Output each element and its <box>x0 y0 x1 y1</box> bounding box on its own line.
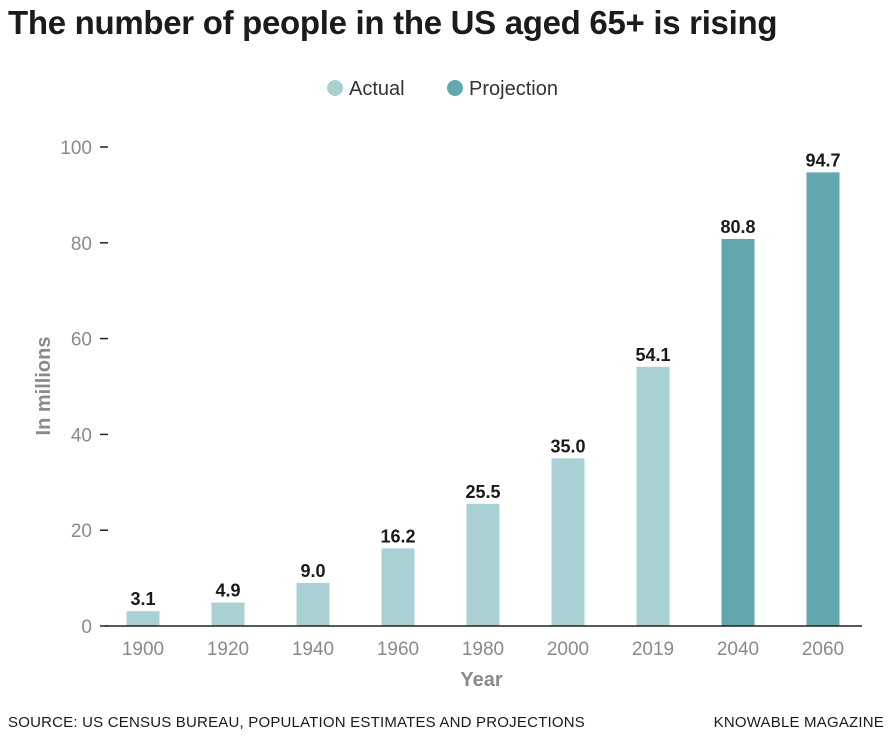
x-tick-label-2040: 2040 <box>717 639 759 660</box>
bar-1920 <box>211 602 245 626</box>
bar-value-label-2040: 80.8 <box>720 217 755 237</box>
legend-label-projection: Projection <box>469 78 558 100</box>
bar-value-label-1980: 25.5 <box>465 482 500 502</box>
bar-value-label-2019: 54.1 <box>635 345 670 365</box>
x-tick-label-2060: 2060 <box>802 639 844 660</box>
x-tick-label-1940: 1940 <box>292 639 334 660</box>
bar-value-label-2060: 94.7 <box>805 150 840 170</box>
bar-2019 <box>636 366 670 626</box>
y-tick-label: 100 <box>60 138 92 159</box>
x-tick-label-1900: 1900 <box>122 639 164 660</box>
bar-value-label-2000: 35.0 <box>550 436 585 456</box>
bar-1900 <box>126 611 160 626</box>
source-note: SOURCE: US CENSUS BUREAU, POPULATION EST… <box>8 714 585 731</box>
bar-1940 <box>296 582 330 626</box>
publisher-credit: KNOWABLE MAGAZINE <box>713 714 884 731</box>
y-axis-title: In millions <box>33 337 55 436</box>
legend-swatch-actual <box>327 80 343 96</box>
bar-value-label-1960: 16.2 <box>380 526 415 546</box>
x-tick-label-2019: 2019 <box>632 639 674 660</box>
y-tick-label: 0 <box>81 617 92 638</box>
x-axis-title: Year <box>460 669 502 691</box>
bar-1980 <box>466 503 500 626</box>
x-tick-label-2000: 2000 <box>547 639 589 660</box>
y-tick-label: 80 <box>71 234 92 255</box>
y-tick-label: 60 <box>71 330 92 351</box>
bar-2040 <box>721 238 755 626</box>
bar-value-label-1900: 3.1 <box>130 589 155 609</box>
bar-value-label-1940: 9.0 <box>300 561 325 581</box>
y-tick-label: 20 <box>71 521 92 542</box>
x-tick-label-1920: 1920 <box>207 639 249 660</box>
x-tick-label-1980: 1980 <box>462 639 504 660</box>
x-tick-label-1960: 1960 <box>377 639 419 660</box>
bar-2060 <box>806 172 840 626</box>
bar-2000 <box>551 458 585 626</box>
y-tick-label: 40 <box>71 425 92 446</box>
legend-swatch-projection <box>447 80 463 96</box>
chart-title: The number of people in the US aged 65+ … <box>8 4 778 41</box>
bar-1960 <box>381 548 415 626</box>
legend-label-actual: Actual <box>349 78 405 100</box>
bar-value-label-1920: 4.9 <box>215 581 240 601</box>
